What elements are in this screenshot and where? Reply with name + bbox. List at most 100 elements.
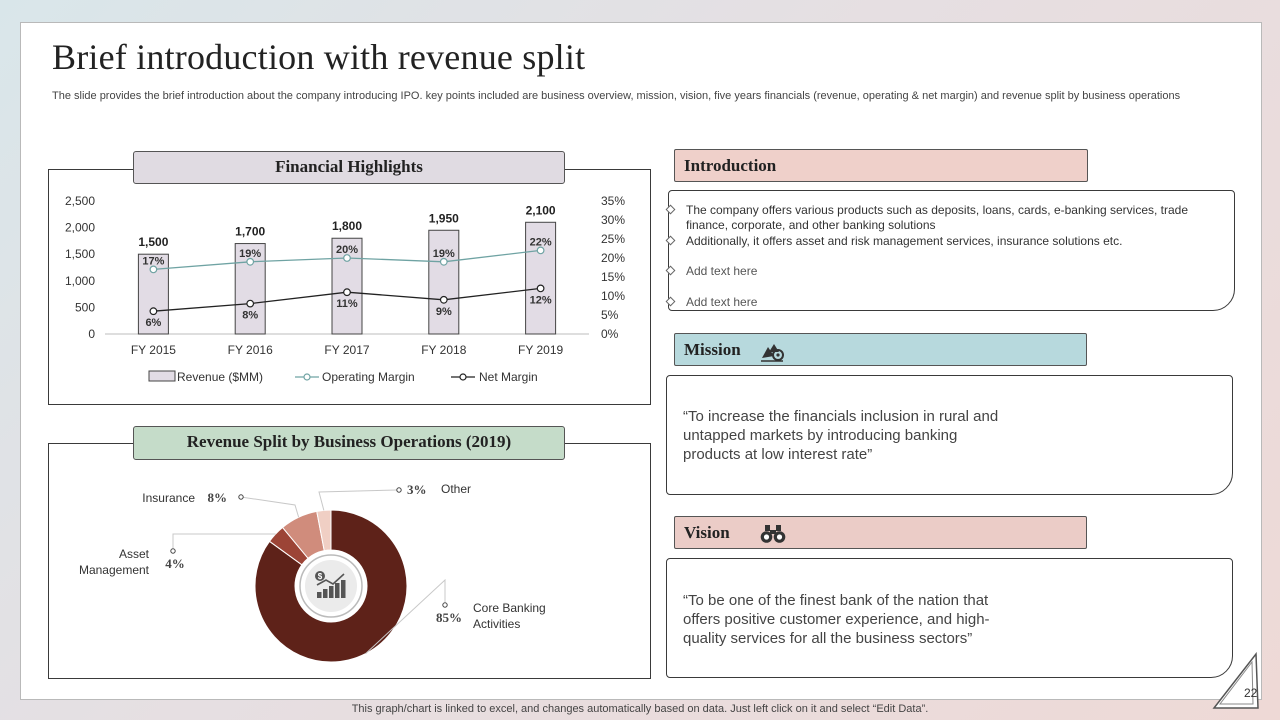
legend-operating-marker [303, 373, 311, 381]
operating-margin-label: 17% [142, 255, 164, 267]
x-tick-label: FY 2016 [228, 343, 273, 357]
operating-margin-label: 19% [433, 248, 455, 260]
net-margin-point [149, 307, 158, 316]
y-right-tick-label: 5% [601, 308, 619, 322]
finance-chart-icon: $ [315, 571, 346, 598]
revenue-bar-label: 2,100 [526, 203, 556, 217]
legend-revenue-label: Revenue ($MM) [177, 370, 263, 384]
slide-subtitle: The slide provides the brief introductio… [52, 90, 1181, 102]
mission-box: “To increase the financials inclusion in… [666, 375, 1233, 495]
revenue-bar [525, 221, 557, 335]
page-number: 22 [1244, 686, 1258, 700]
introduction-heading-label: Introduction [684, 156, 777, 175]
operating-margin-point [439, 257, 448, 266]
operating-margin-point [536, 246, 545, 255]
donut-category-label: Management [79, 563, 150, 577]
revenue-bar-label: 1,800 [332, 219, 362, 233]
vision-quote-line-2: offers positive customer experience, and… [683, 611, 990, 628]
mission-heading: Mission [674, 333, 1087, 366]
donut-leader-dot [238, 494, 244, 500]
x-tick-label: FY 2017 [324, 343, 369, 357]
slide-title: Brief introduction with revenue split [52, 37, 586, 77]
operating-margin-label: 19% [239, 248, 261, 260]
introduction-item-3: Add text here [686, 264, 758, 278]
donut-leader-line [240, 496, 300, 518]
legend-net-marker [459, 373, 467, 381]
introduction-heading: Introduction [674, 149, 1088, 182]
bullet-diamond-icon [665, 204, 676, 215]
introduction-item-4: Add text here [686, 295, 758, 309]
donut-category-label: Asset [119, 547, 150, 561]
revenue-bar-label: 1,700 [235, 225, 265, 239]
y-right-tick-label: 10% [601, 289, 625, 303]
legend-net-label: Net Margin [479, 370, 538, 384]
donut-category-label: Insurance [142, 491, 195, 505]
net-margin-label: 8% [242, 310, 258, 322]
net-margin-point [536, 284, 545, 293]
donut-leader-line [318, 489, 398, 511]
mission-heading-label: Mission [684, 340, 741, 359]
bullet-diamond-icon [665, 296, 676, 307]
net-margin-point [246, 299, 255, 308]
x-tick-label: FY 2018 [421, 343, 466, 357]
donut-leader-line [172, 533, 276, 548]
net-margin-label: 11% [336, 298, 358, 310]
vision-heading-label: Vision [684, 523, 730, 542]
svg-text:$: $ [318, 572, 323, 581]
mission-target-icon [761, 344, 784, 362]
y-right-tick-label: 30% [601, 213, 625, 227]
operating-margin-point [149, 265, 158, 274]
operating-margin-label: 22% [530, 236, 552, 248]
mission-quote-line-1: “To increase the financials inclusion in… [683, 408, 999, 425]
y-left-tick-label: 1,000 [65, 274, 95, 288]
corner-triangle-decoration [1212, 652, 1259, 709]
financial-highlights-chart: 0 500 1,000 1,500 2,000 2,500 0% 5% 10% 15% 20% 25%… [65, 194, 625, 384]
donut-category-label: Other [441, 482, 471, 496]
footer-note: This graph/chart is linked to excel, and… [351, 703, 929, 715]
legend-operating-label: Operating Margin [322, 370, 415, 384]
donut-percent-label: 4% [165, 556, 185, 571]
y-right-tick-label: 15% [601, 270, 625, 284]
y-right-tick-label: 35% [601, 194, 625, 208]
vision-heading: Vision [674, 516, 1087, 549]
y-left-tick-label: 1,500 [65, 247, 95, 261]
vision-quote-line-1: “To be one of the finest bank of the nat… [683, 592, 989, 609]
vision-quote-line-3: quality services for all the business se… [683, 630, 973, 647]
donut-percent-label: 3% [407, 482, 427, 497]
y-left-tick-label: 0 [88, 327, 95, 341]
bullet-diamond-icon [665, 235, 676, 246]
introduction-item-2: Additionally, it offers asset and risk m… [686, 234, 1123, 248]
revenue-bar-label: 1,950 [429, 211, 459, 225]
financial-highlights-title: Financial Highlights [133, 151, 565, 184]
y-left-tick-label: 2,000 [65, 221, 95, 235]
net-margin-label: 12% [530, 294, 552, 306]
operating-margin-point [343, 254, 351, 262]
binoculars-icon [760, 525, 786, 543]
mission-quote-line-2: untapped markets by introducing banking [683, 427, 958, 444]
net-margin-point [439, 295, 448, 304]
donut-percent-label: 85% [436, 610, 462, 625]
donut-leader-line [365, 578, 446, 655]
y-left-tick-label: 500 [75, 300, 95, 314]
y-left-tick-label: 2,500 [65, 194, 95, 208]
donut-category-label: Core Banking [473, 601, 546, 615]
net-margin-point [343, 288, 351, 297]
donut-category-label: Activities [473, 617, 520, 631]
donut-leader-dot [170, 548, 176, 554]
donut-slice [254, 509, 408, 663]
x-tick-label: FY 2019 [518, 343, 563, 357]
net-margin-label: 6% [145, 317, 161, 329]
donut-leader-dot [442, 602, 448, 608]
net-margin-label: 9% [436, 306, 452, 318]
introduction-box: The company offers various products such… [665, 190, 1235, 311]
y-right-tick-label: 20% [601, 251, 625, 265]
revenue-bar-label: 1,500 [138, 235, 168, 249]
revenue-split-title: Revenue Split by Business Operations (20… [133, 426, 565, 460]
revenue-split-donut-chart: 85% Core Banking Activities 4% Asset Manageme… [79, 482, 546, 663]
y-right-tick-label: 25% [601, 232, 625, 246]
operating-margin-point [246, 257, 255, 266]
y-right-tick-label: 0% [601, 327, 619, 341]
revenue-bar [428, 229, 460, 335]
donut-leader-dot [396, 487, 402, 493]
donut-slice [316, 509, 332, 552]
